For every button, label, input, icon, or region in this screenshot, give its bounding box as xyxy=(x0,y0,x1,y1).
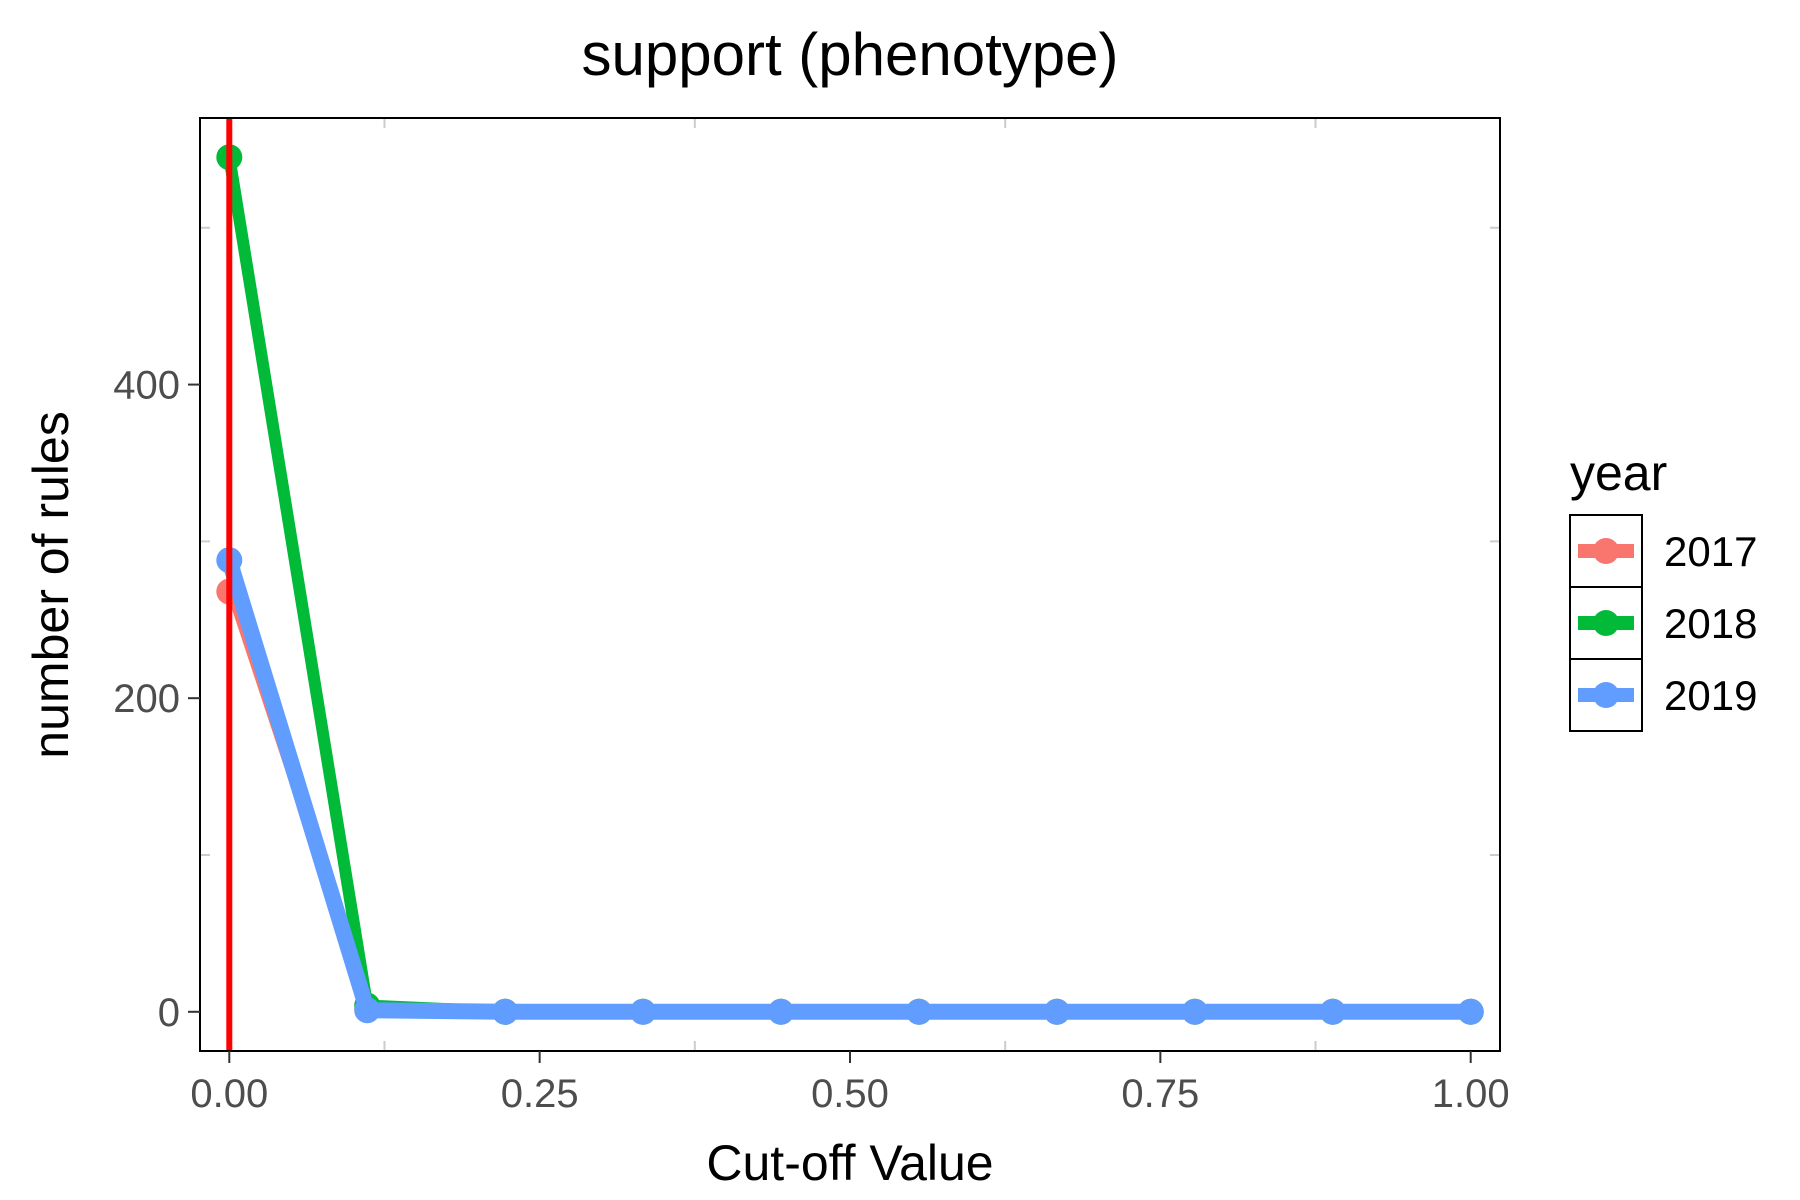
series-line-2019 xyxy=(221,552,1479,1020)
point-2019-3 xyxy=(630,998,657,1025)
point-2019-2 xyxy=(492,998,519,1025)
point-2019-5 xyxy=(906,998,933,1025)
point-2019-7 xyxy=(1181,998,1208,1025)
legend-key-point-2019 xyxy=(1593,682,1619,708)
x-tick-label-3: 0.75 xyxy=(1121,1072,1199,1116)
minor-tick-marks xyxy=(200,118,1500,1051)
y-axis: 0 200 400 xyxy=(113,364,200,1035)
legend-title: year xyxy=(1570,445,1667,501)
legend-items: 2017 2018 2019 xyxy=(1569,514,1757,732)
legend-label-2017: 2017 xyxy=(1664,528,1757,575)
chart-title: support (phenotype) xyxy=(581,21,1118,88)
legend-key-point-2018 xyxy=(1593,610,1619,636)
x-tick-label-1: 0.25 xyxy=(501,1072,579,1116)
x-tick-label-2: 0.50 xyxy=(811,1072,889,1116)
point-2019-6 xyxy=(1043,998,1070,1025)
x-tick-label-4: 1.00 xyxy=(1432,1072,1510,1116)
y-tick-label-0: 0 xyxy=(158,991,180,1035)
legend-key-point-2017 xyxy=(1593,538,1619,564)
plot-area xyxy=(199,117,1501,1052)
point-2019-9 xyxy=(1457,998,1484,1025)
x-axis-title: Cut-off Value xyxy=(706,1135,993,1191)
point-2019-8 xyxy=(1319,998,1346,1025)
y-tick-label-1: 200 xyxy=(113,677,180,721)
legend-label-2019: 2019 xyxy=(1664,672,1757,719)
y-tick-label-2: 400 xyxy=(113,364,180,408)
point-2019-4 xyxy=(767,998,794,1025)
x-axis: 0.00 0.25 0.50 0.75 1.00 xyxy=(190,1051,1510,1116)
legend: year 2017 2018 2019 xyxy=(1569,445,1757,732)
plot-background xyxy=(200,118,1500,1051)
point-2019-1 xyxy=(354,997,381,1024)
x-tick-label-0: 0.00 xyxy=(190,1072,268,1116)
y-axis-title: number of rules xyxy=(23,411,79,758)
series-layer xyxy=(216,144,1484,1025)
legend-label-2018: 2018 xyxy=(1664,600,1757,647)
